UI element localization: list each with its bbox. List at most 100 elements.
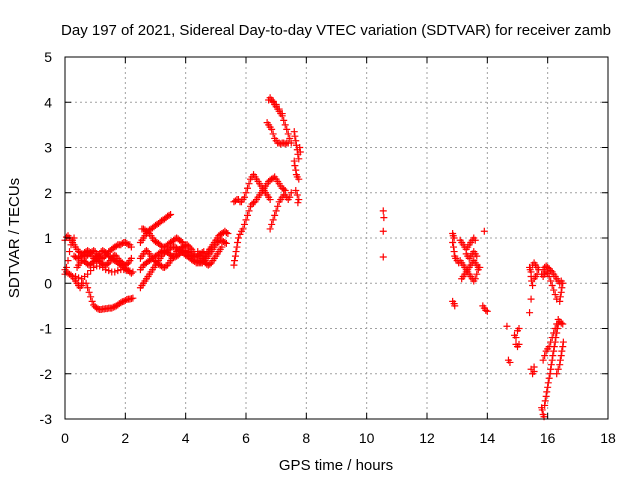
data-point — [90, 263, 98, 271]
data-point — [183, 241, 191, 249]
data-point — [545, 272, 553, 280]
data-point — [545, 374, 553, 382]
data-point — [242, 216, 250, 224]
data-point — [90, 247, 98, 255]
data-point — [551, 325, 559, 332]
data-point — [293, 191, 301, 199]
data-point — [165, 211, 173, 219]
data-point — [295, 175, 303, 183]
y-tick-label: -1 — [40, 321, 53, 337]
data-point — [544, 379, 552, 387]
data-point — [167, 210, 175, 218]
data-point — [287, 189, 295, 197]
data-point — [548, 356, 556, 364]
data-point — [117, 299, 125, 307]
data-point — [292, 137, 300, 145]
x-tick-label: 0 — [61, 430, 69, 446]
data-point — [287, 139, 295, 147]
x-tick-label: 18 — [600, 430, 616, 446]
data-point — [450, 243, 458, 251]
data-point — [530, 363, 538, 371]
data-point — [549, 352, 557, 360]
data-point — [102, 266, 110, 274]
data-point — [96, 262, 104, 270]
data-point — [515, 340, 523, 348]
data-point — [224, 229, 232, 237]
data-point — [271, 211, 279, 219]
data-point — [233, 243, 241, 251]
data-point — [556, 361, 564, 369]
data-point — [529, 282, 537, 290]
data-point — [291, 162, 299, 170]
y-tick-label: 0 — [44, 275, 52, 291]
data-point — [221, 239, 229, 247]
data-point — [290, 157, 298, 165]
data-point — [292, 186, 300, 194]
data-point — [556, 297, 564, 305]
data-point — [91, 254, 99, 262]
data-point — [544, 269, 552, 277]
data-point — [557, 319, 565, 327]
x-tick-label: 6 — [242, 430, 250, 446]
y-tick-label: -3 — [40, 411, 53, 427]
data-point — [541, 352, 549, 360]
data-point — [112, 242, 120, 250]
data-point — [266, 196, 274, 204]
data-point — [557, 352, 565, 360]
data-point — [177, 238, 185, 246]
data-point — [550, 286, 558, 294]
data-point — [127, 243, 135, 251]
data-point — [179, 239, 187, 247]
y-axis-label: SDTVAR / TECUs — [6, 178, 23, 298]
data-point — [547, 338, 555, 346]
y-axis-tick-labels: -3 -2 -1 0 1 2 3 4 5 — [40, 49, 53, 427]
data-point — [268, 125, 276, 133]
data-point — [530, 275, 538, 283]
data-points — [61, 94, 567, 421]
data-point — [541, 401, 549, 409]
data-point — [291, 132, 299, 140]
x-tick-label: 16 — [540, 430, 556, 446]
data-point — [554, 365, 562, 373]
data-point — [296, 148, 304, 156]
data-point — [281, 121, 289, 129]
data-point — [296, 144, 304, 151]
data-point — [232, 248, 240, 256]
data-point — [543, 388, 551, 396]
data-point — [290, 128, 298, 136]
data-point — [538, 406, 546, 414]
data-point — [553, 370, 561, 378]
data-point — [240, 193, 248, 201]
data-point — [114, 267, 122, 275]
data-point — [553, 320, 561, 328]
data-point — [379, 227, 387, 235]
data-point — [480, 227, 488, 235]
data-point — [559, 343, 567, 351]
data-point — [99, 254, 107, 262]
data-point — [127, 254, 135, 262]
data-point — [198, 248, 206, 256]
data-point — [554, 315, 562, 323]
data-point — [84, 270, 92, 278]
data-point — [88, 297, 96, 305]
data-point — [559, 338, 567, 346]
y-tick-label: 5 — [44, 49, 52, 65]
data-point — [473, 252, 481, 260]
data-point — [75, 274, 83, 282]
data-point — [234, 234, 242, 242]
data-point — [450, 234, 458, 242]
data-point — [244, 184, 252, 192]
data-point — [126, 267, 134, 275]
data-point — [269, 174, 277, 182]
data-point — [268, 220, 276, 228]
data-point — [250, 199, 258, 207]
y-tick-label: -2 — [40, 366, 53, 382]
y-tick-label: 1 — [44, 230, 52, 246]
data-point — [94, 251, 102, 259]
data-point — [278, 110, 286, 118]
x-tick-label: 10 — [359, 430, 375, 446]
x-tick-label: 12 — [419, 430, 435, 446]
data-point — [234, 239, 242, 247]
data-point — [275, 105, 283, 113]
data-point — [108, 304, 116, 312]
